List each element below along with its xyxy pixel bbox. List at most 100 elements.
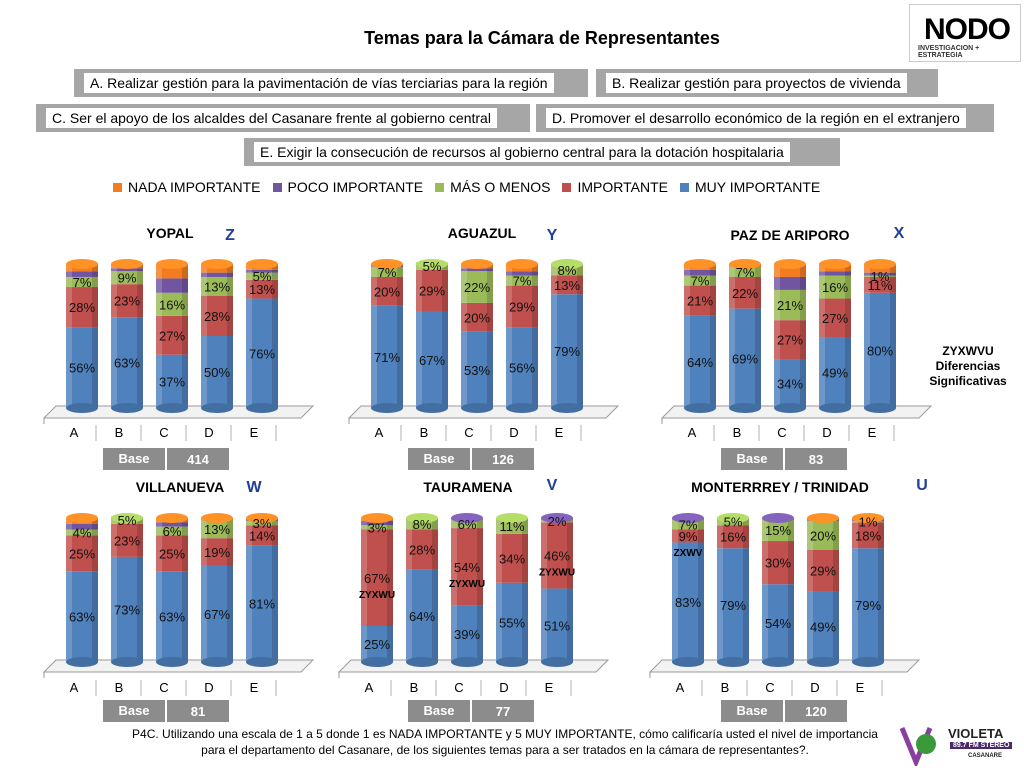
chart-4-label-a-2: 3% [368,520,387,535]
chart-1-bar-a-seg-0 [371,305,403,408]
legend-swatch-poco [272,182,282,192]
chart-5-bar-a-seg-0 [672,542,704,662]
chart-5-label-a-0: 83% [675,595,701,610]
chart-4-category-b: B [410,680,419,695]
chart-5-bar-d-shadow [833,518,839,662]
chart-0-bar-e-top [246,259,278,269]
chart-3-letter: W [246,479,262,496]
chart-4-base-label-box [408,700,470,722]
chart-3-category-a: A [70,680,79,695]
chart-0-label-c-0: 37% [159,374,185,389]
chart-0-bar-c-seg-2 [156,292,188,316]
chart-1-bar-a-highlight [371,264,377,408]
chart-0-category-e: E [250,425,259,440]
chart-0-bar-d-seg-3 [201,272,233,277]
legend-label-poco: POCO IMPORTANTE [287,179,424,195]
chart-3-label-e-1: 14% [249,528,275,543]
chart-1-category-e: E [555,425,564,440]
chart-3-label-e-2: 3% [253,516,272,531]
chart-4-bar-a-highlight [361,518,367,662]
chart-4-label-e-1: 46% [544,548,570,563]
chart-4-bar-e-top [541,513,573,523]
chart-0-base-label-box [103,448,165,470]
chart-0-label-e-1: 13% [249,282,275,297]
chart-3-base-value: 81 [191,704,205,719]
chart-2-label-a-1: 21% [687,294,713,309]
chart-1-label-a-1: 20% [374,284,400,299]
chart-3-category-d: D [204,680,213,695]
legend-label-importante: IMPORTANTE [577,179,668,195]
chart-2-bar-d-seg-3 [819,271,851,276]
chart-3-category-c: C [159,680,168,695]
chart-2-bar-b-highlight [729,264,735,408]
chart-2-bar-e-seg-3 [864,272,896,276]
chart-3-bar-e-highlight [246,518,252,662]
chart-5-label-b-2: 5% [724,515,743,530]
chart-0-category-b: B [115,425,124,440]
chart-0-label-a-1: 28% [69,300,95,315]
chart-5-bar-d-highlight [807,518,813,662]
chart-2-bar-a-highlight [684,264,690,408]
chart-4-label-e-0: 51% [544,618,570,633]
chart-4-bar-c-seg-0 [451,605,483,662]
option-d-box: D. Promover el desarrollo económico de l… [536,104,994,132]
chart-0-label-b-2: 9% [118,271,137,286]
option-a-box: A. Realizar gestión para la pavimentació… [74,69,588,97]
chart-3-bar-d-seg-1 [201,538,233,566]
chart-3-bar-b-base [111,657,143,667]
chart-0-bar-e-base [246,403,278,413]
chart-2-bar-e-seg-2 [864,275,896,277]
chart-2-bar-d-seg-0 [819,337,851,408]
legend-label-mas-o-menos: MÁS O MENOS [450,179,551,195]
option-a-text: A. Realizar gestión para la pavimentació… [84,73,554,93]
chart-1-bar-c-seg-0 [461,331,493,408]
chart-0-bar-e-seg-1 [246,279,278,299]
chart-4-label-b-1: 28% [409,543,435,558]
chart-0-label-d-0: 50% [204,365,230,380]
chart-4-label-a-1: 67% [364,571,390,586]
chart-4-label-c-1: 54% [454,560,480,575]
chart-0-bar-d-highlight [201,264,207,408]
chart-1-label-c-1: 20% [464,310,490,325]
chart-1-label-d-2: 7% [513,274,532,289]
chart-0-bar-a-seg-1 [66,287,98,328]
chart-4-sig-a: ZYXWU [359,590,395,601]
option-b-text: B. Realizar gestión para proyectos de vi… [606,73,907,93]
chart-4-letter: V [547,477,558,494]
chart-5-label-b-1: 16% [720,530,746,545]
chart-1-bar-a-shadow [397,264,403,408]
chart-1-bar-e-seg-0 [551,294,583,408]
chart-2-bar-e-seg-0 [864,292,896,408]
chart-3-bar-d-seg-0 [201,565,233,662]
chart-4-bar-b-shadow [432,518,438,662]
chart-2-letter: X [894,225,905,242]
chart-0-letter: Z [225,227,235,244]
chart-1-bar-b-shadow [442,264,448,408]
chart-4-sig-c: ZYXWU [449,579,485,590]
chart-1-bar-d-top [506,259,538,269]
chart-4-bar-a-top [361,513,393,523]
nodo-logo-name: NODO [924,13,1011,46]
chart-1-label-b-2: 5% [423,259,442,274]
chart-2-bar-d-seg-2 [819,275,851,299]
chart-5-label-c-0: 54% [765,616,791,631]
chart-1-bar-d-seg-1 [506,285,538,328]
chart-0-bar-c-shadow [182,264,188,408]
chart-1-bar-e-base [551,403,583,413]
chart-1-category-d: D [509,425,518,440]
chart-5-category-b: B [721,680,730,695]
nodo-logo: NODO INVESTIGACION + ESTRATEGIA [909,4,1021,62]
chart-2-bar-c-top [774,259,806,269]
chart-5-bar-c-seg-0 [762,584,794,662]
option-c-box: C. Ser el apoyo de los alcaldes del Casa… [36,104,530,132]
chart-2-label-d-2: 16% [822,280,848,295]
chart-0-bar-d-top [201,259,233,269]
chart-4-label-d-0: 55% [499,615,525,630]
chart-1-label-c-0: 53% [464,363,490,378]
chart-1-label-a-2: 7% [378,265,397,280]
chart-4-bar-c-seg-1 [451,528,483,606]
chart-5-bar-b-highlight [717,518,723,662]
chart-2-label-b-0: 69% [732,351,758,366]
chart-3-bar-e-top [246,513,278,523]
chart-4-bar-a-base [361,657,393,667]
